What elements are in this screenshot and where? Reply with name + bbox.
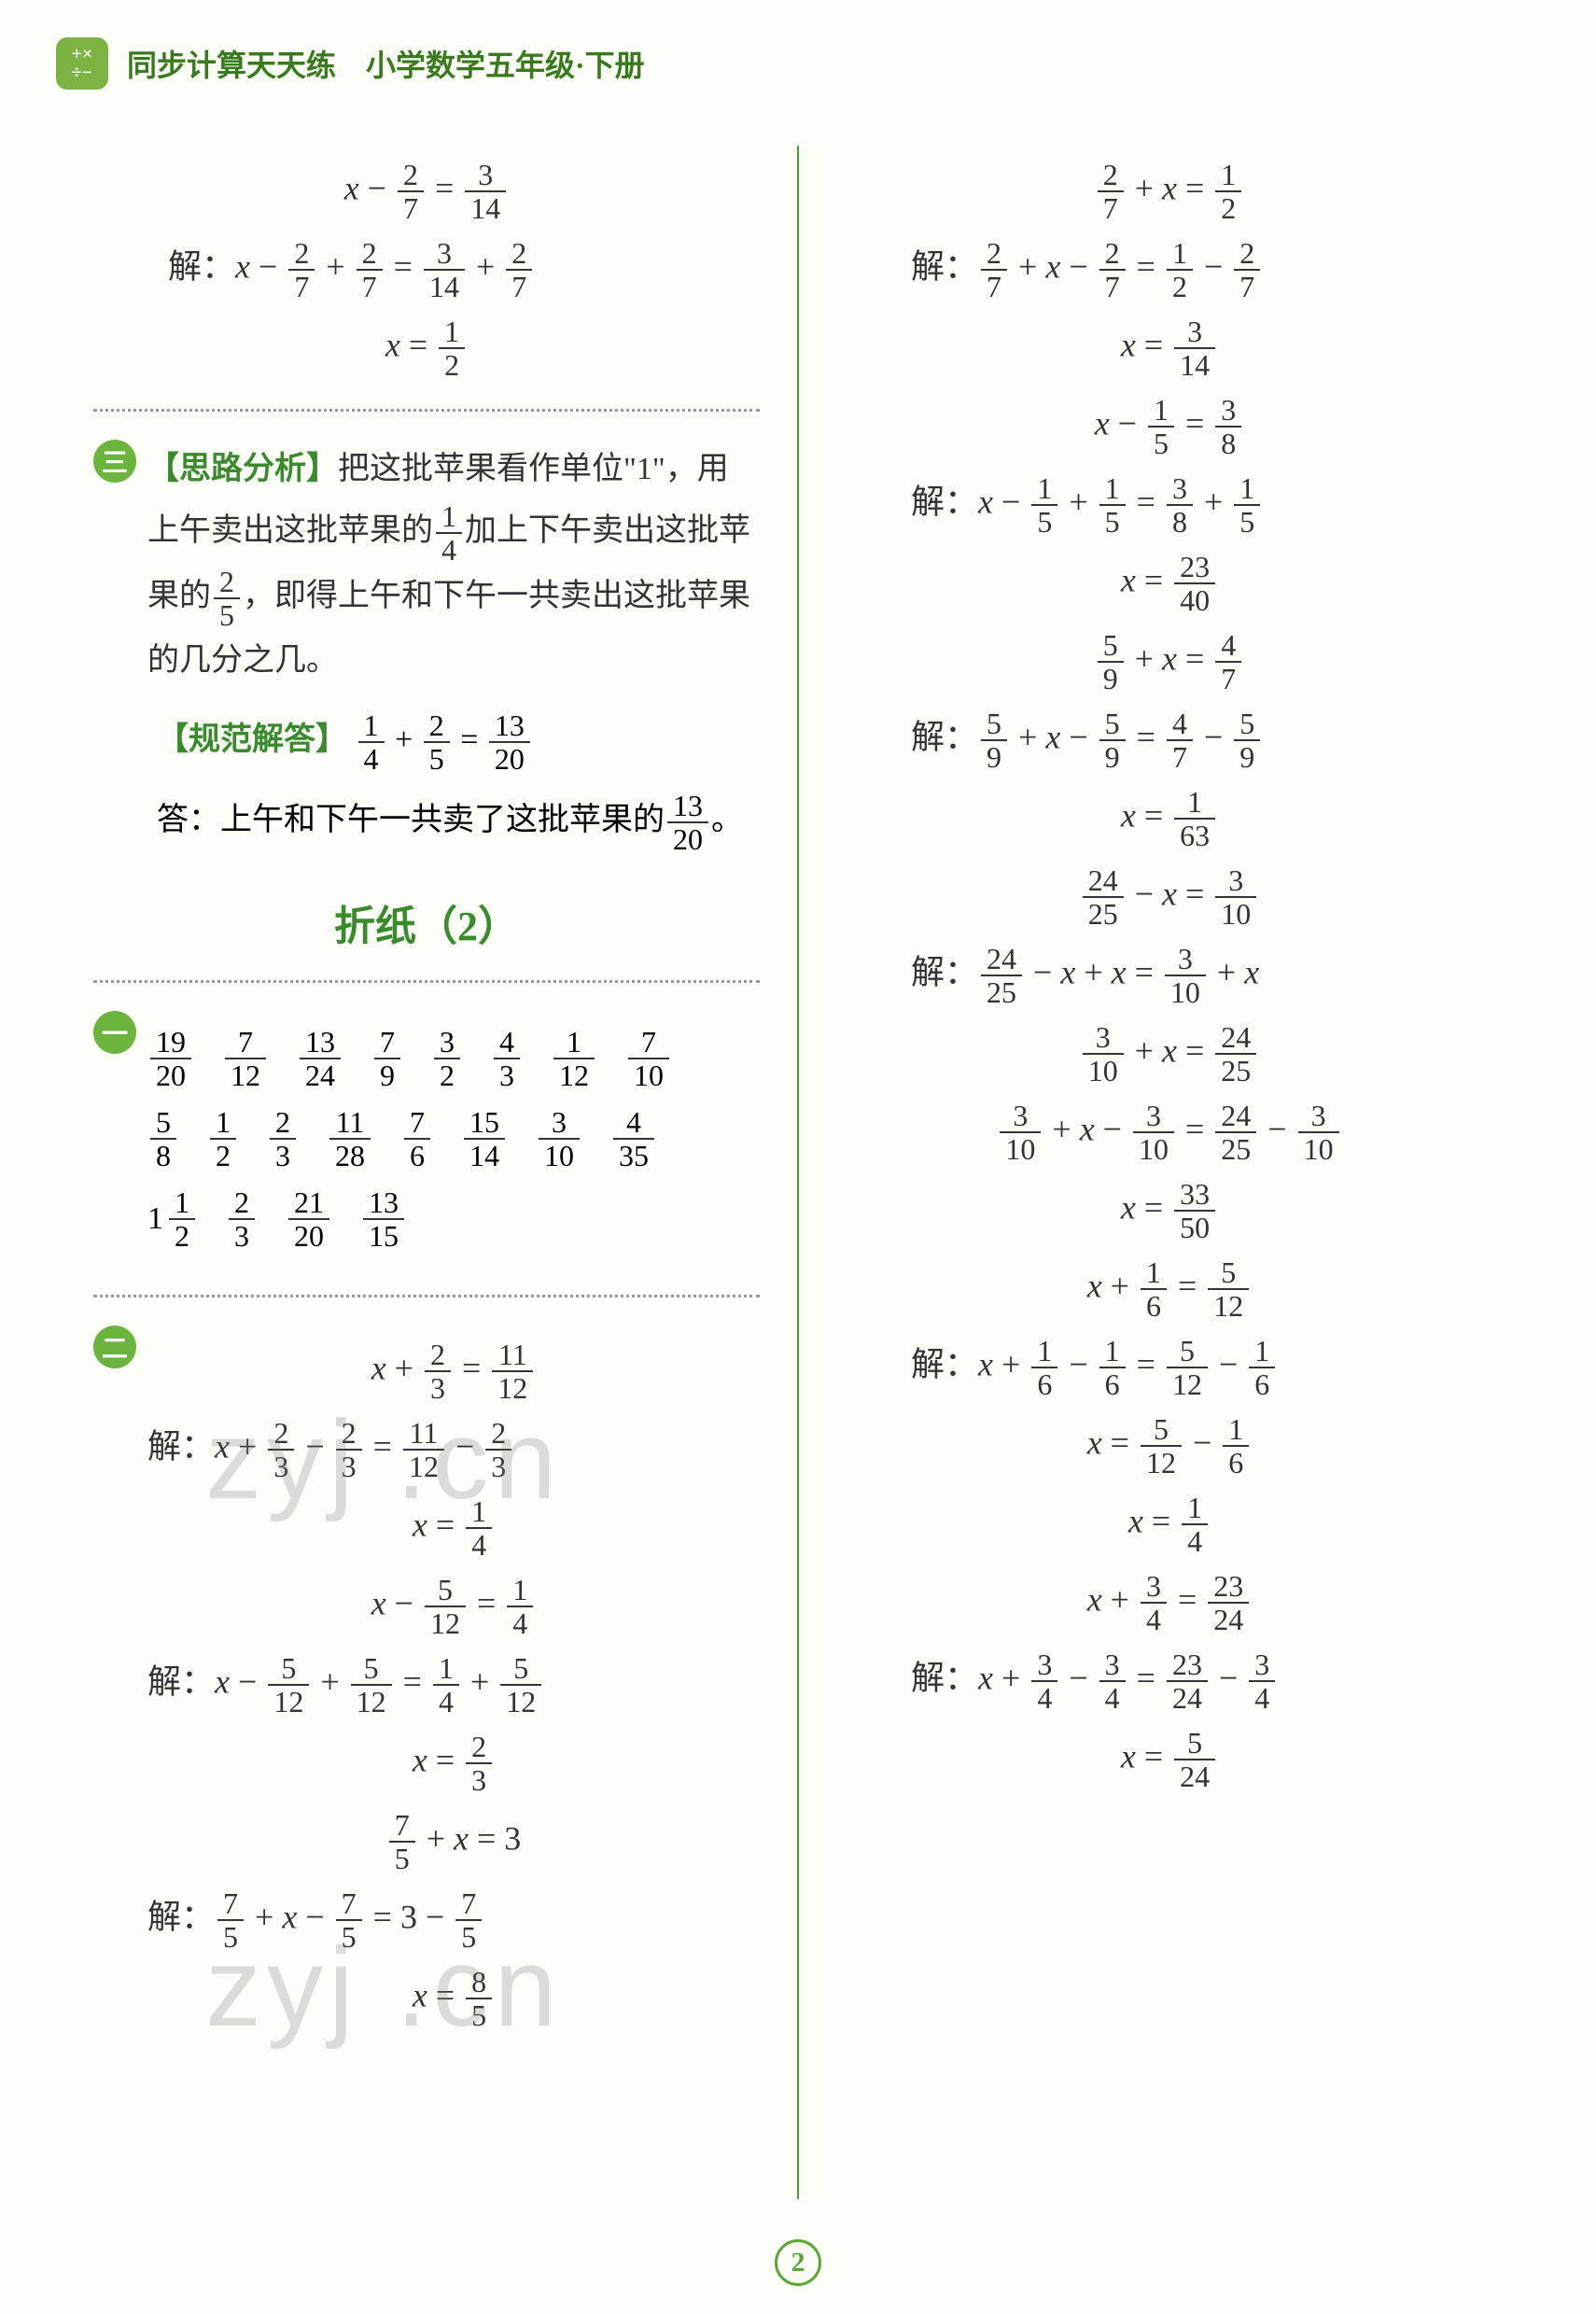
- badge-one: 一: [93, 1011, 136, 1054]
- eq: 解：x − 27 + 27 = 314 + 27: [93, 237, 760, 302]
- header-title: 同步计算天天练 小学数学五年级·下册: [127, 42, 645, 85]
- eq: 59 + x = 47: [836, 629, 1503, 694]
- eq: x = 3350: [836, 1178, 1503, 1243]
- standard-answer: 【规范解答】 14 + 25 = 1320: [157, 709, 760, 775]
- eq: x = 524: [836, 1727, 1503, 1792]
- eq: 310 + x = 2425: [836, 1021, 1503, 1087]
- eq: x − 512 = 14: [147, 1574, 760, 1639]
- eq: 75 + x = 3: [147, 1809, 760, 1874]
- page-number: 2: [775, 2239, 821, 2286]
- separator: [93, 409, 760, 412]
- eq: x + 16 = 512: [836, 1256, 1503, 1322]
- badge-three: 三: [93, 440, 136, 483]
- fraction-row: 5812231128761514310435: [147, 1106, 760, 1171]
- eq: x = 2340: [836, 551, 1503, 616]
- content-columns: x − 27 = 314 解：x − 27 + 27 = 314 + 27 x …: [56, 146, 1540, 2199]
- eq: x = 14: [147, 1495, 760, 1561]
- left-column: x − 27 = 314 解：x − 27 + 27 = 314 + 27 x …: [56, 146, 797, 2199]
- eq: x = 512 − 16: [836, 1413, 1503, 1479]
- eq: x = 14: [836, 1492, 1503, 1557]
- separator: [93, 980, 760, 983]
- analysis-text: 【思路分析】把这批苹果看作单位"1"，用上午卖出这批苹果的14加上下午卖出这批苹…: [147, 440, 760, 691]
- separator: [93, 1295, 760, 1297]
- eq: x + 34 = 2324: [836, 1570, 1503, 1635]
- eq: 310 + x − 310 = 2425 − 310: [836, 1100, 1503, 1165]
- eq: 解：2425 − x + x = 310 + x: [836, 943, 1503, 1008]
- eq: 解：59 + x − 59 = 47 − 59: [836, 708, 1503, 773]
- eq: x = 12: [93, 316, 760, 381]
- eq: x = 23: [147, 1731, 760, 1796]
- section-title: 折纸（2）: [93, 892, 760, 952]
- eq: 2425 − x = 310: [836, 864, 1503, 930]
- fraction-row: 19207121324793243112710: [147, 1026, 760, 1091]
- eq: 解：x + 16 − 16 = 512 − 16: [836, 1335, 1503, 1400]
- eq: x + 23 = 1112: [147, 1339, 760, 1404]
- eq: 解：27 + x − 27 = 12 − 27: [836, 237, 1503, 302]
- eq: x = 85: [147, 1966, 760, 2031]
- fraction-section-1: 一 19207121324793243112710 58122311287615…: [93, 1011, 760, 1267]
- eq: x − 15 = 38: [836, 394, 1503, 459]
- right-column: 27 + x = 12 解：27 + x − 27 = 12 − 27 x = 31…: [799, 146, 1540, 2199]
- badge-two: 二: [93, 1325, 136, 1368]
- logo-icon: +×÷−: [56, 37, 108, 90]
- page-header: +×÷− 同步计算天天练 小学数学五年级·下册: [56, 37, 1540, 90]
- eq: 解：x − 512 + 512 = 14 + 512: [147, 1652, 760, 1718]
- fraction-row: 112 23 2120 1315: [147, 1186, 760, 1252]
- eq: 解：x + 34 − 34 = 2324 − 34: [836, 1648, 1503, 1714]
- analysis-block: 三 【思路分析】把这批苹果看作单位"1"，用上午卖出这批苹果的14加上下午卖出这…: [93, 440, 760, 691]
- eq: x = 163: [836, 786, 1503, 851]
- eq: 解：x − 15 + 15 = 38 + 15: [836, 472, 1503, 538]
- eq: 解：x + 23 − 23 = 1112 − 23: [147, 1417, 760, 1482]
- eq: 解：75 + x − 75 = 3 − 75: [147, 1887, 760, 1953]
- answer-sentence: 答：上午和下午一共卖了这批苹果的1320。: [157, 790, 760, 855]
- equation-section-2: 二 x + 23 = 1112 解：x + 23 − 23 = 1112 − 2…: [93, 1325, 760, 2044]
- eq: x = 314: [836, 316, 1503, 381]
- eq: x − 27 = 314: [93, 159, 760, 224]
- eq: 27 + x = 12: [836, 159, 1503, 224]
